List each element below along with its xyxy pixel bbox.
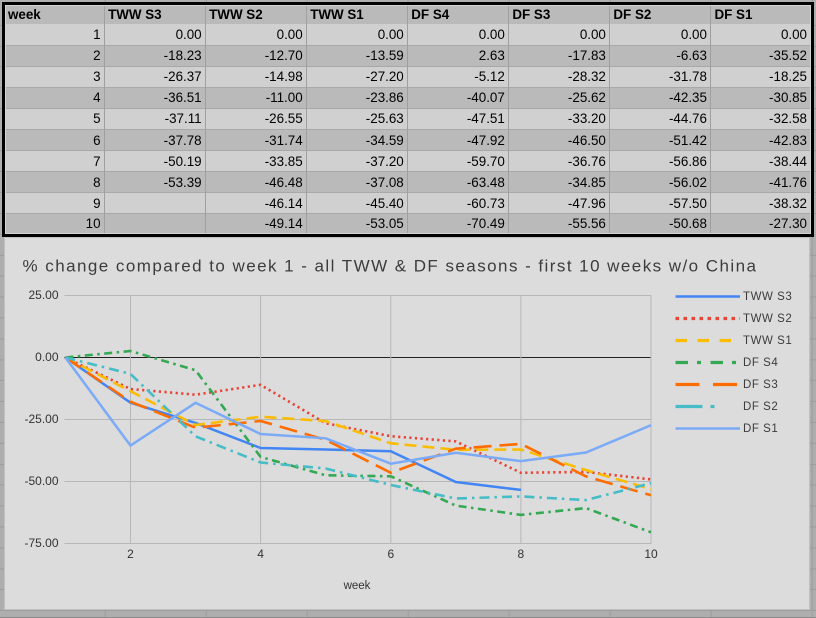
- svg-text:DF S1: DF S1: [743, 423, 778, 435]
- svg-text:-75.00: -75.00: [24, 536, 58, 550]
- svg-text:-25.00: -25.00: [24, 412, 58, 426]
- svg-text:DF S4: DF S4: [743, 357, 778, 369]
- svg-text:10: 10: [644, 547, 658, 561]
- svg-text:TWW S3: TWW S3: [743, 291, 792, 303]
- svg-text:TWW S1: TWW S1: [743, 335, 792, 347]
- svg-text:week: week: [343, 580, 371, 592]
- svg-text:0.00: 0.00: [35, 350, 59, 364]
- svg-text:DF S2: DF S2: [743, 401, 778, 413]
- svg-text:TWW S2: TWW S2: [743, 313, 792, 325]
- svg-text:% change compared to week 1 -: % change compared to week 1 - all TWW & …: [23, 257, 758, 276]
- svg-text:2: 2: [127, 547, 134, 561]
- svg-text:DF S3: DF S3: [743, 379, 778, 391]
- svg-text:6: 6: [387, 547, 394, 561]
- svg-text:25.00: 25.00: [28, 288, 58, 302]
- svg-text:8: 8: [518, 547, 525, 561]
- svg-text:4: 4: [257, 547, 264, 561]
- svg-text:-50.00: -50.00: [24, 474, 58, 488]
